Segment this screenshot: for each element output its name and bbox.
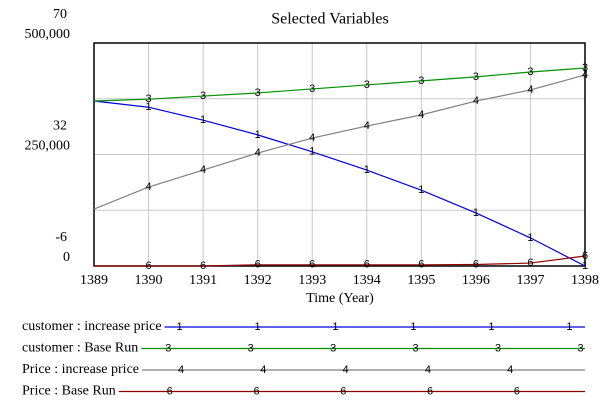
- series-marker: 1: [145, 101, 151, 113]
- series-marker: 4: [527, 84, 533, 96]
- series-marker: 1: [200, 114, 206, 126]
- x-tick-label: 1389: [80, 273, 108, 288]
- series-marker: 4: [473, 95, 479, 107]
- legend-marker: 3: [330, 342, 336, 354]
- legend-marker: 4: [178, 364, 184, 376]
- legend-label: Price : Base Run: [22, 384, 116, 399]
- legend-marker: 6: [340, 385, 346, 397]
- series-marker: 6: [200, 260, 206, 272]
- series-marker: 1: [364, 164, 370, 176]
- series-marker: 6: [527, 257, 533, 269]
- x-tick-label: 1393: [298, 273, 326, 288]
- y2-tick-label: -6: [55, 230, 67, 245]
- series-marker: 3: [255, 87, 261, 99]
- legend-label: customer : Base Run: [22, 341, 138, 356]
- x-tick-label: 1391: [189, 273, 217, 288]
- legend-marker: 1: [176, 321, 182, 333]
- series-marker: 1: [582, 260, 588, 272]
- series-marker: 3: [418, 75, 424, 87]
- y-tick-label: 500,000: [25, 27, 71, 42]
- y2-tick-label: 70: [53, 7, 67, 22]
- series-marker: 3: [145, 93, 151, 105]
- series-marker: 1: [255, 129, 261, 141]
- legend-marker: 1: [410, 321, 416, 333]
- series-marker: 3: [473, 71, 479, 83]
- series-marker: 1: [309, 146, 315, 158]
- y-tick-label: 0: [63, 250, 70, 265]
- plot-frame: [93, 42, 586, 267]
- series-marker: 4: [200, 164, 206, 176]
- series-marker: 6: [145, 260, 151, 272]
- line-series: [93, 67, 586, 102]
- legend-marker: 3: [165, 342, 171, 354]
- legend-label: Price : increase price: [22, 362, 139, 377]
- legend-marker: 3: [413, 342, 419, 354]
- legend-marker: 4: [260, 364, 266, 376]
- series-marker: 4: [145, 181, 151, 193]
- series-marker: 6: [364, 259, 370, 271]
- line-series: [93, 74, 586, 210]
- legend-marker: 4: [343, 364, 349, 376]
- y2-tick-label: 32: [53, 119, 67, 134]
- line-series: [94, 255, 586, 267]
- legend-marker: 6: [167, 385, 173, 397]
- x-tick-label: 1394: [353, 273, 381, 288]
- legend-marker: 6: [514, 385, 520, 397]
- legend-marker: 1: [488, 321, 494, 333]
- series-marker: 3: [309, 83, 315, 95]
- x-axis-label: Time (Year): [306, 291, 374, 306]
- x-tick-label: 1390: [135, 273, 163, 288]
- series-marker: 6: [255, 259, 261, 271]
- legend-marker: 3: [577, 342, 583, 354]
- legend-marker: 3: [495, 342, 501, 354]
- series-marker: 1: [418, 184, 424, 196]
- x-tick-label: 1397: [516, 273, 544, 288]
- series-marker: 6: [309, 259, 315, 271]
- series-marker: 1: [473, 207, 479, 219]
- legend-marker: 1: [254, 321, 260, 333]
- series-marker: 1: [527, 232, 533, 244]
- series-marker: 3: [364, 79, 370, 91]
- series-marker: 3: [582, 62, 588, 74]
- series-marker: 3: [200, 90, 206, 102]
- x-tick-label: 1396: [462, 273, 490, 288]
- series-marker: 6: [418, 259, 424, 271]
- series-marker: 4: [418, 109, 424, 121]
- x-tick-label: 1398: [571, 273, 599, 288]
- legend-marker: 1: [566, 321, 572, 333]
- legend-marker: 6: [427, 385, 433, 397]
- x-tick-label: 1392: [244, 273, 272, 288]
- series-marker: 4: [309, 132, 315, 144]
- legend-marker: 1: [332, 321, 338, 333]
- legend-marker: 4: [507, 364, 513, 376]
- legend-label: customer : increase price: [22, 319, 162, 334]
- series-marker: 4: [255, 147, 261, 159]
- series-marker: 4: [582, 69, 588, 81]
- series-marker: 6: [582, 250, 588, 262]
- y-tick-label: 250,000: [25, 139, 71, 154]
- legend-marker: 6: [253, 385, 259, 397]
- legend-marker: 3: [248, 342, 254, 354]
- legend-marker: 4: [425, 364, 431, 376]
- series-marker: 4: [364, 120, 370, 132]
- x-tick-label: 1395: [407, 273, 435, 288]
- chart-title: Selected Variables: [271, 11, 388, 28]
- series-marker: 3: [527, 66, 533, 78]
- series-marker: 6: [473, 258, 479, 270]
- line-series: [93, 100, 586, 267]
